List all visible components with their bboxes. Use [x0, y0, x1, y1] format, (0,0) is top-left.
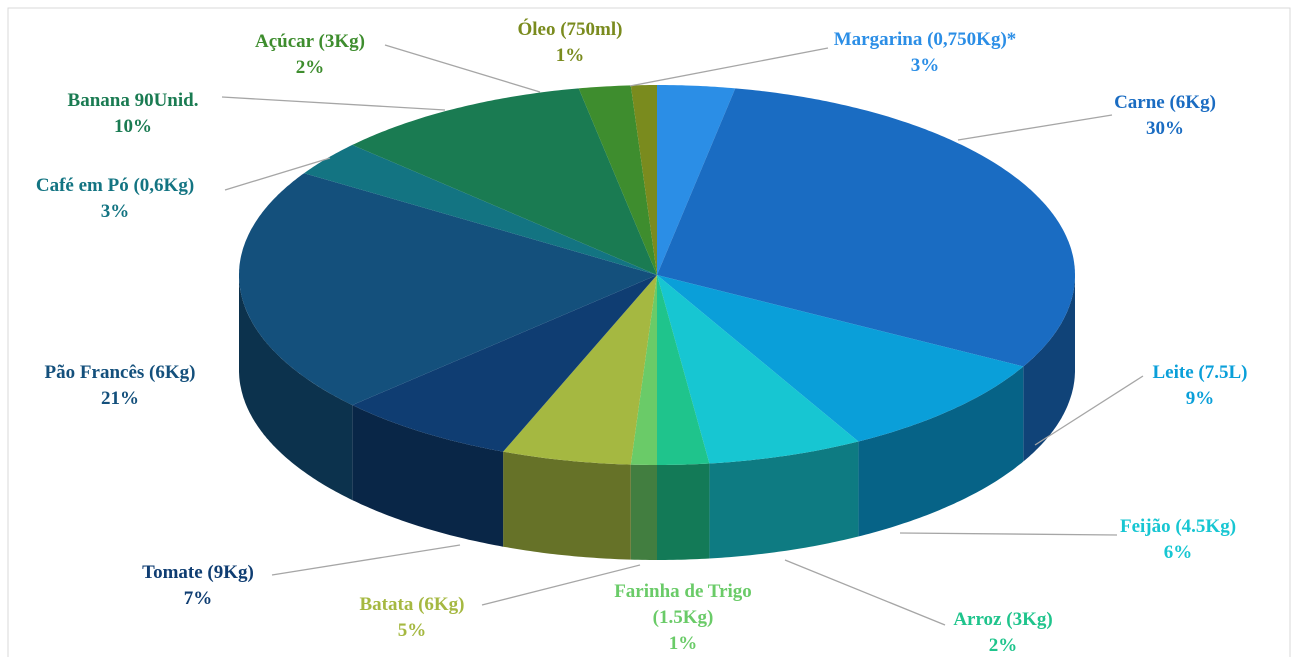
- leader-line: [784, 559, 946, 626]
- slice-side: [657, 463, 710, 560]
- slice-side: [239, 275, 353, 501]
- data-label: Leite (7.5L) 9%: [1153, 360, 1248, 412]
- category-label: Banana 90Unid.: [67, 90, 199, 111]
- value-label: 1%: [555, 45, 585, 66]
- leader-line: [384, 44, 541, 93]
- leader-line: [629, 47, 829, 87]
- category-label: Margarina (0,750Kg)*: [833, 29, 1017, 50]
- value-label: 1%: [668, 633, 698, 654]
- leader-line: [1034, 375, 1144, 446]
- category-label: Carne (6Kg): [1114, 92, 1216, 113]
- data-label: Arroz (3Kg) 2%: [953, 607, 1052, 659]
- data-label: Óleo (750ml) 1%: [517, 17, 622, 69]
- value-label: 2%: [295, 57, 325, 78]
- slice: [578, 85, 657, 276]
- category-label: Batata (6Kg): [359, 594, 465, 615]
- slice: [503, 275, 657, 465]
- value-label: 7%: [183, 588, 213, 609]
- leader-line: [224, 157, 331, 191]
- leader-line: [899, 532, 1118, 536]
- slice-side: [1023, 275, 1075, 462]
- category-label: Leite (7.5L): [1152, 362, 1248, 383]
- value-label: 3%: [910, 55, 940, 76]
- data-label: Carne (6Kg) 30%: [1114, 90, 1216, 142]
- value-label: 2%: [988, 635, 1018, 656]
- category-label: Óleo (750ml): [517, 19, 623, 40]
- slice-side: [503, 451, 631, 560]
- leader-line: [957, 114, 1113, 141]
- category-label: Café em Pó (0,6Kg): [35, 175, 195, 196]
- value-label: 3%: [100, 201, 130, 222]
- slice: [630, 85, 657, 275]
- data-label: Açúcar (3Kg) 2%: [255, 29, 365, 81]
- slice: [657, 275, 710, 465]
- leader-line: [481, 564, 641, 606]
- data-label: Feijão (4.5Kg) 6%: [1120, 514, 1236, 566]
- category-label: Arroz (3Kg): [953, 609, 1053, 630]
- value-label: 6%: [1163, 542, 1193, 563]
- chart-frame: [7, 7, 1291, 657]
- slice: [352, 275, 657, 452]
- slice: [239, 173, 657, 406]
- data-label: Banana 90Unid. 10%: [68, 88, 199, 140]
- slice: [352, 88, 657, 276]
- value-label: 30%: [1146, 118, 1184, 139]
- slice: [657, 85, 736, 275]
- data-label: Batata (6Kg) 5%: [359, 592, 464, 644]
- value-label: 10%: [113, 116, 152, 137]
- leader-line: [271, 544, 461, 576]
- data-label: Farinha de Trigo (1.5Kg) 1%: [593, 579, 773, 657]
- data-label: Margarina (0,750Kg)* 3%: [834, 27, 1017, 79]
- slice: [657, 88, 1075, 367]
- data-label: Café em Pó (0,6Kg) 3%: [36, 173, 194, 225]
- value-label: 9%: [1185, 388, 1215, 409]
- slice-side: [858, 366, 1024, 537]
- value-label: 5%: [397, 620, 427, 641]
- slice-side: [709, 441, 859, 559]
- category-label: Tomate (9Kg): [142, 562, 254, 583]
- category-label: Feijão (4.5Kg): [1119, 516, 1237, 537]
- slice: [657, 275, 1024, 442]
- value-label: 21%: [101, 388, 139, 409]
- slice-side: [630, 464, 657, 560]
- category-label: Açúcar (3Kg): [255, 31, 365, 52]
- leader-line: [221, 96, 446, 111]
- slice: [657, 275, 859, 464]
- slice-side: [352, 405, 504, 547]
- category-label: Farinha de Trigo (1.5Kg): [614, 581, 752, 628]
- data-label: Pão Francês (6Kg) 21%: [45, 360, 196, 412]
- slice: [630, 275, 657, 465]
- data-label: Tomate (9Kg) 7%: [142, 560, 254, 612]
- slice: [304, 144, 657, 275]
- category-label: Pão Francês (6Kg): [44, 362, 196, 383]
